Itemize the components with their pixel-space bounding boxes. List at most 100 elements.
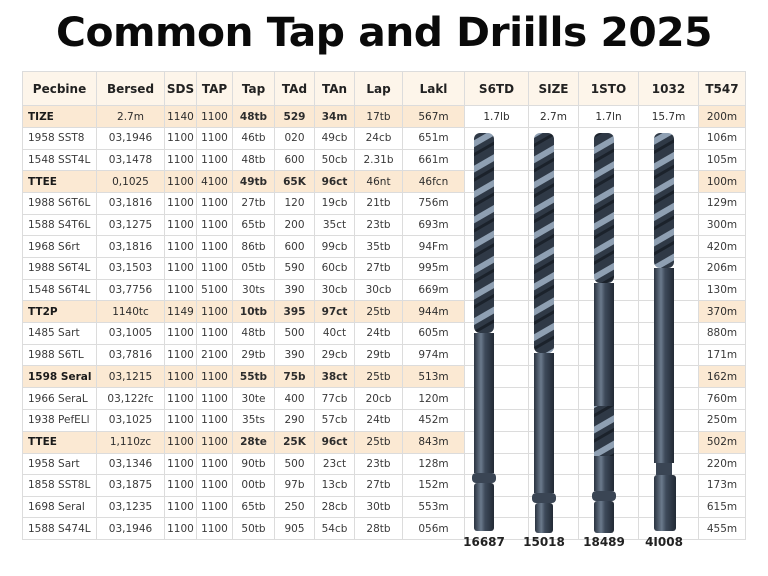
column-header: TAP [196,71,233,106]
table-cell [464,430,529,454]
table-cell: 19cb [314,192,355,215]
table-group-row: TT2P 1140tc 1149 1100 10tb 395 97ct 25tb 944m 370… [22,300,746,324]
table-cell: 49cb [314,127,355,150]
table-cell [464,256,529,280]
table-cell: 300m [698,213,746,237]
table-cell: 03,1025 [96,408,165,432]
table-cell: 1988 S6T4L [22,256,97,280]
table-cell: 600 [274,148,315,172]
table-row: 1958 SST8 03,1946 1100 1100 46tb 020 49cb 24cb 6… [22,127,746,150]
table-cell: 105m [698,148,746,172]
table-cell [464,343,529,367]
table-cell: 553m [402,495,465,519]
table-cell: 615m [698,495,746,519]
table-cell: 28te [232,430,275,454]
table-cell: 1100 [164,322,197,345]
table-cell: 55tb [232,365,275,389]
table-cell [578,300,639,324]
table-cell: 1100 [164,517,197,540]
table-cell: 661m [402,148,465,172]
table-cell: 28tb [354,517,403,540]
table-cell: 23ct [314,452,355,476]
table-cell: 1588 S474L [22,517,97,540]
table-cell: TTEE [22,170,97,194]
table-cell: 1958 Sart [22,452,97,476]
table-cell: 130m [698,278,746,302]
table-cell: 23tb [354,452,403,476]
table-cell: 500 [274,452,315,476]
table-cell [528,387,579,410]
drill-bit-label: 16687 [463,535,505,549]
table-cell: 944m [402,300,465,324]
table-cell: 03,1946 [96,517,165,540]
table-cell: 567m [402,105,465,128]
table-cell: 1100 [164,235,197,258]
table-cell: TT2P [22,300,97,324]
table-cell [638,148,699,172]
table-cell [528,408,579,432]
table-cell: 1140 [164,105,197,128]
table-cell: 48tb [232,105,275,128]
table-cell: 1100 [196,517,233,540]
table-cell [638,452,699,476]
table-cell: 390 [274,278,315,302]
table-cell [464,148,529,172]
table-cell [578,192,639,215]
table-cell [638,170,699,194]
table-cell [638,322,699,345]
table-cell: 843m [402,430,465,454]
table-cell: 1548 S6T4L [22,278,97,302]
column-header: Lap [354,71,403,106]
drill-bit-label: 18489 [583,535,625,549]
table-cell [638,278,699,302]
table-cell: 17tb [354,105,403,128]
table-cell: 4100 [196,170,233,194]
table-cell: 200 [274,213,315,237]
table-cell [638,430,699,454]
table-cell: 30te [232,387,275,410]
table-cell: 020 [274,127,315,150]
table-cell [528,127,579,150]
table-row: 1698 Seral 03,1235 1100 1100 65tb 250 28cb 30tb… [22,495,746,519]
table-cell [638,408,699,432]
table-cell [578,322,639,345]
table-cell: 46nt [354,170,403,194]
table-cell: 200m [698,105,746,128]
table-cell: 1140tc [96,300,165,324]
table-cell: 96ct [314,170,355,194]
table-group-row: TTEE 0,1025 1100 4100 49tb 65K 96ct 46nt 46fcn 10… [22,170,746,194]
table-cell: 1100 [164,430,197,454]
table-cell: 1100 [164,474,197,497]
table-cell [528,322,579,345]
table-cell: 90tb [232,452,275,476]
table-cell: 220m [698,452,746,476]
table-cell: 35ct [314,213,355,237]
table-cell [464,452,529,476]
table-cell: 1588 S4T6L [22,213,97,237]
tap-drill-table: Pecbine Bersed SDS TAP Tap TAd TAn Lap Lakl S6TD S… [22,71,746,540]
table-cell: 370m [698,300,746,324]
table-cell: 65tb [232,495,275,519]
table-cell: 760m [698,387,746,410]
table-cell [464,408,529,432]
table-cell [578,474,639,497]
table-row: 1548 SST4L 03,1478 1100 1100 48tb 600 50cb 2.31… [22,148,746,172]
table-cell: 1100 [196,452,233,476]
column-header: TAn [314,71,355,106]
table-cell: 1100 [164,495,197,519]
table-cell [638,300,699,324]
table-cell [578,408,639,432]
table-cell [464,235,529,258]
column-header: 1STO [578,71,639,106]
column-header: 1032 [638,71,699,106]
table-cell: TTEE [22,430,97,454]
table-cell: 99cb [314,235,355,258]
table-cell: 1100 [196,127,233,150]
table-cell: 03,1005 [96,322,165,345]
table-cell: 23tb [354,213,403,237]
table-cell: 57cb [314,408,355,432]
table-cell: 756m [402,192,465,215]
table-cell: 2.7m [96,105,165,128]
table-row: 1485 Sart 03,1005 1100 1100 48tb 500 40ct 24tb 6… [22,322,746,345]
table-cell [638,127,699,150]
